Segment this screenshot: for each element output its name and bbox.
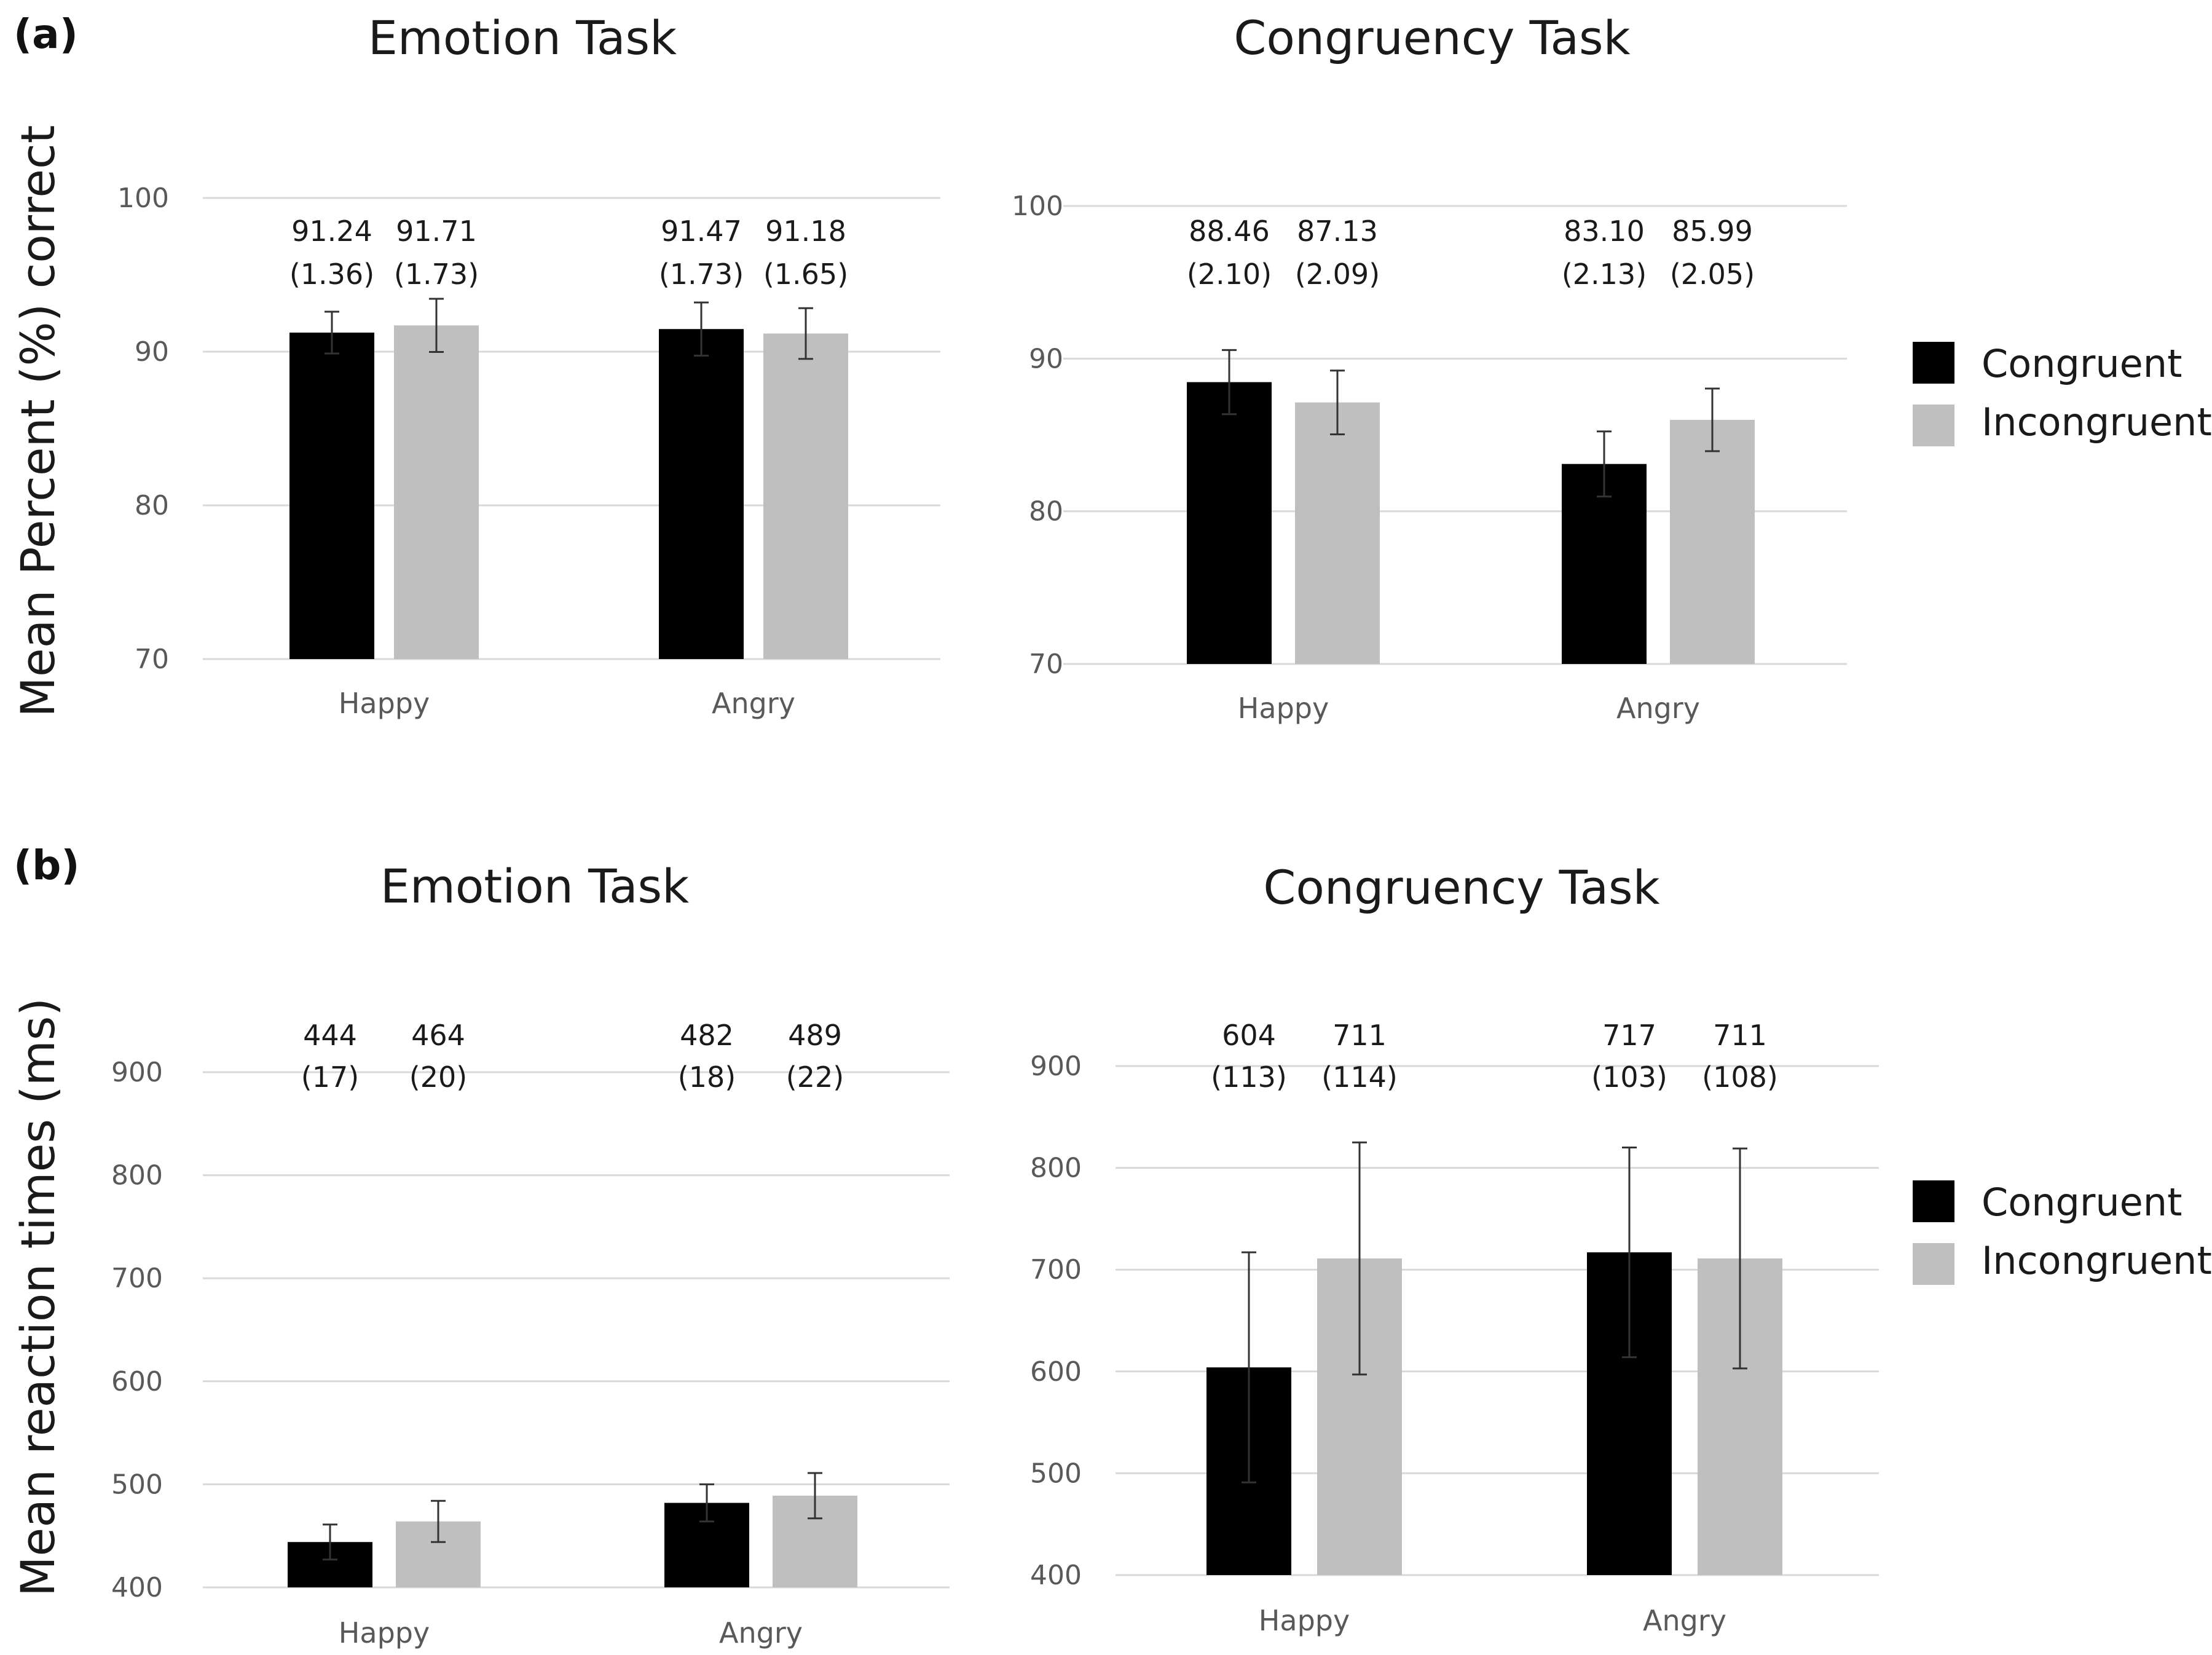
category-label: Angry [1643,1604,1726,1637]
chart-a-emotion: 70 80 90 100 91.24 (1.36) 91.71 (1.73) Happy 91.4… [117,183,940,720]
data-label-value: 88.46 [1189,215,1270,248]
data-label-value: 91.47 [661,215,742,248]
panel-label-b: (b) [14,842,80,889]
data-label-value: 444 [303,1019,357,1052]
data-label-error: (1.65) [763,258,848,291]
bar-happy-congruent [289,333,374,659]
data-label-value: 482 [680,1019,734,1052]
chart-title-a-congruency: Congruency Task [1234,10,1630,65]
data-label-error: (1.73) [394,258,479,291]
y-tick-label: 800 [111,1160,163,1191]
chart-title-a-emotion: Emotion Task [368,10,677,65]
data-label-error: (17) [301,1061,359,1094]
chart-b-emotion: 400 500 600 700 800 900 444 (17) 464 (20) Happy 482… [111,1019,950,1649]
y-tick-label: 600 [1030,1356,1082,1388]
data-label-error: (22) [786,1061,844,1094]
category-label: Happy [1238,692,1329,725]
y-tick-label: 400 [111,1572,163,1603]
chart-title-b-emotion: Emotion Task [380,859,689,914]
y-tick-label: 100 [117,183,169,214]
y-tick-label: 600 [111,1366,163,1397]
data-label-value: 711 [1713,1019,1767,1052]
y-axis-label-a: Mean Percent (%) correct [10,125,65,717]
legend-b-label-congruent: Congruent [1982,1180,2182,1225]
y-tick-label: 90 [135,336,169,368]
y-tick-label: 500 [1030,1458,1082,1489]
bar-happy-congruent [1187,382,1272,664]
bar-angry-incongruent [763,333,848,659]
y-tick-label: 400 [1030,1560,1082,1591]
data-label-value: 464 [411,1019,465,1052]
bar-happy-incongruent [394,325,479,659]
category-label: Angry [712,687,795,720]
chart-title-b-congruency: Congruency Task [1263,860,1659,915]
data-label-error: (1.73) [659,258,744,291]
y-tick-label: 900 [111,1057,163,1088]
legend-b-label-incongruent: Incongruent [1982,1238,2212,1283]
y-axis-label-b: Mean reaction times (ms) [10,998,65,1597]
data-label-error: (20) [409,1061,467,1094]
legend-a-label-incongruent: Incongruent [1982,400,2212,444]
y-tick-label: 700 [1030,1254,1082,1286]
data-label-value: 91.18 [765,215,846,248]
data-label-error: (2.13) [1562,258,1647,291]
legend-a-swatch-congruent [1913,342,1954,384]
data-label-value: 489 [788,1019,842,1052]
data-label-error: (2.10) [1187,258,1272,291]
data-label-error: (18) [678,1061,736,1094]
data-label-error: (2.05) [1670,258,1755,291]
y-tick-label: 90 [1029,343,1063,374]
data-label-value: 91.71 [396,215,477,248]
data-label-value: 711 [1332,1019,1387,1052]
data-label-error: (113) [1211,1061,1287,1094]
data-label-value: 717 [1602,1019,1656,1052]
data-label-error: (114) [1321,1061,1398,1094]
legend-b-swatch-congruent [1913,1180,1954,1222]
y-tick-label: 800 [1030,1153,1082,1184]
data-label-value: 91.24 [291,215,372,248]
panel-label-a: (a) [14,10,78,58]
y-tick-label: 100 [1012,191,1063,222]
data-label-error: (103) [1591,1061,1667,1094]
y-tick-label: 70 [135,644,169,675]
y-tick-label: 80 [135,490,169,521]
y-tick-label: 70 [1029,649,1063,680]
data-label-value: 604 [1222,1019,1276,1052]
data-label-value: 87.13 [1297,215,1378,248]
data-label-error: (2.09) [1295,258,1380,291]
category-label: Angry [1616,692,1700,725]
chart-b-congruency: 400 500 600 700 800 900 604 (113) 711 (114) Happy 7… [1030,1019,1879,1637]
bar-angry-congruent [659,329,744,659]
y-tick-label: 500 [111,1469,163,1500]
legend-b-swatch-incongruent [1913,1243,1954,1285]
category-label: Angry [719,1616,803,1649]
bar-happy-incongruent [1295,402,1380,664]
legend-b: Congruent Incongruent [1913,1180,2212,1285]
data-label-error: (1.36) [289,258,374,291]
data-label-error: (108) [1702,1061,1778,1094]
legend-a: Congruent Incongruent [1913,341,2212,446]
category-label: Happy [339,1616,430,1649]
y-tick-label: 80 [1029,496,1063,527]
category-label: Happy [1259,1604,1350,1637]
legend-a-swatch-incongruent [1913,405,1954,446]
data-label-value: 83.10 [1564,215,1645,248]
bar-angry-incongruent [1670,419,1755,664]
legend-a-label-congruent: Congruent [1982,341,2182,386]
chart-a-congruency: 70 80 90 100 88.46 (2.10) 87.13 (2.09) Happy 83.1… [1012,191,1847,725]
category-label: Happy [339,687,430,720]
y-tick-label: 700 [111,1263,163,1294]
y-tick-label: 900 [1030,1051,1082,1082]
data-label-value: 85.99 [1672,215,1753,248]
